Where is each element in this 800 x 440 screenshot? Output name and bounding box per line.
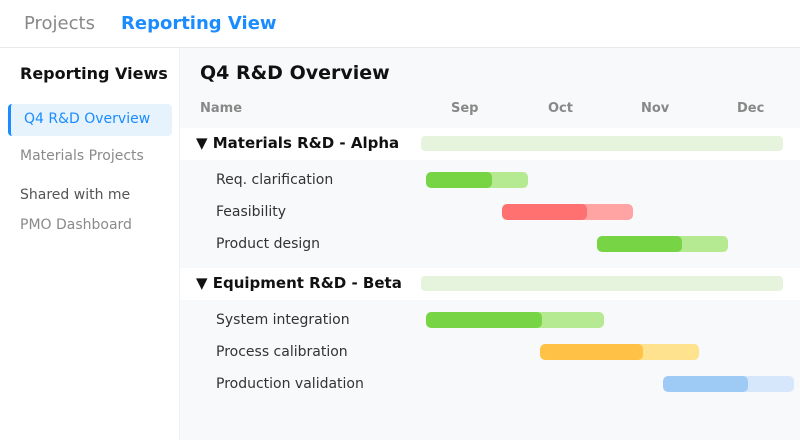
task-bar-progress [426, 172, 493, 188]
group-label[interactable]: ▼ Materials R&D - Alpha [196, 134, 400, 152]
task-bar-progress [502, 204, 588, 220]
month-header-oct: Oct [548, 101, 573, 116]
task-label: System integration [216, 312, 350, 328]
task-bar-progress [597, 236, 683, 252]
task-bar-progress [663, 376, 749, 392]
task-bar-progress [426, 312, 542, 328]
month-header-nov: Nov [641, 101, 670, 116]
sidebar-section-shared-with-me[interactable]: Shared with me [20, 187, 131, 203]
sidebar: Reporting Views Q4 R&D Overview Material… [0, 48, 180, 440]
tab-reporting-view[interactable]: Reporting View [121, 13, 277, 34]
month-header-sep: Sep [451, 101, 479, 116]
gantt-panel: Q4 R&D Overview Name Sep Oct Nov Dec ▼ M… [180, 48, 800, 440]
sidebar-title: Reporting Views [20, 64, 168, 83]
group-summary-bar [421, 136, 783, 151]
task-bar-process-calibration[interactable] [540, 344, 699, 360]
task-bar-progress [540, 344, 644, 360]
top-tab-bar: Projects Reporting View [0, 0, 800, 48]
task-bar-production-validation[interactable] [663, 376, 794, 392]
month-header-dec: Dec [737, 101, 765, 116]
sidebar-item-materials-projects[interactable]: Materials Projects [20, 148, 144, 164]
sidebar-item-q4-rd-overview[interactable]: Q4 R&D Overview [8, 104, 172, 136]
group-summary-bar [421, 276, 783, 291]
group-row-materials[interactable]: ▼ Materials R&D - Alpha [180, 128, 800, 160]
task-bar-req-clarification[interactable] [426, 172, 528, 188]
tab-projects[interactable]: Projects [24, 13, 95, 34]
group-row-equipment[interactable]: ▼ Equipment R&D - Beta [180, 268, 800, 300]
task-bar-product-design[interactable] [597, 236, 728, 252]
task-label: Process calibration [216, 344, 348, 360]
task-label: Product design [216, 236, 321, 252]
task-label: Feasibility [216, 204, 286, 220]
name-column-header: Name [200, 101, 243, 116]
sidebar-item-pmo-dashboard[interactable]: PMO Dashboard [20, 217, 132, 233]
task-bar-feasibility[interactable] [502, 204, 633, 220]
task-label: Production validation [216, 376, 364, 392]
task-label: Req. clarification [216, 172, 334, 188]
group-label[interactable]: ▼ Equipment R&D - Beta [196, 274, 402, 292]
task-bar-system-integration[interactable] [426, 312, 604, 328]
page-title: Q4 R&D Overview [200, 62, 390, 84]
